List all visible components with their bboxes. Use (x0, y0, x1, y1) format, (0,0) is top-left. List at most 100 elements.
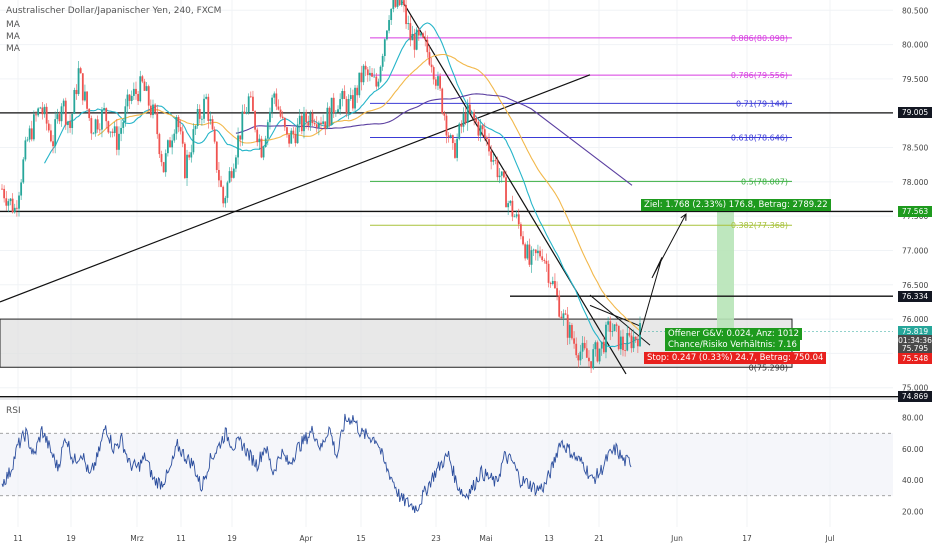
price-tag: 79.005 (898, 107, 932, 119)
candle-body (626, 333, 629, 351)
price-tag: 75.548 (898, 352, 932, 364)
candle-body (362, 65, 365, 83)
open-pnl-box[interactable]: Offener G&V: 0.024, Anz: 1012 (665, 328, 803, 340)
candle-body (126, 94, 129, 107)
candle-body (466, 104, 469, 123)
candle-body (607, 321, 609, 325)
candle-body (562, 313, 565, 319)
candle-body (566, 314, 569, 338)
candle-body (252, 96, 254, 112)
candle-body (28, 128, 31, 140)
candle-body (188, 154, 191, 158)
x-tick-label: 15 (356, 534, 366, 543)
candle-body (22, 159, 25, 183)
candle-body (437, 76, 439, 86)
candle-body (317, 122, 320, 128)
candle-body (260, 138, 263, 158)
target-box[interactable]: Ziel: 1.768 (2.33%) 176.8, Betrag: 2789.… (641, 199, 831, 211)
candle-body (152, 104, 154, 116)
target-zone-bar (717, 211, 734, 331)
candle-body (352, 95, 354, 109)
fib-label: 0.5(78.007) (741, 177, 788, 186)
candle-body (160, 154, 163, 163)
fib-label: 0.618(78.646) (731, 134, 788, 143)
candle-body (568, 325, 571, 338)
candle-body (294, 133, 297, 144)
candle-body (481, 125, 484, 130)
candle-body (143, 81, 146, 91)
candle-body (190, 152, 193, 158)
falling-trendline (402, 1, 627, 375)
candle-body (90, 118, 93, 134)
x-tick-label: 23 (431, 534, 441, 543)
ma-legend-1[interactable]: MA (6, 20, 20, 30)
candle-body (281, 116, 284, 118)
rsi-band (0, 433, 893, 496)
horizontal-levels[interactable] (0, 112, 932, 398)
candle-body (179, 127, 182, 132)
candle-body (162, 162, 165, 173)
candle-body (103, 108, 105, 110)
fibonacci-levels[interactable]: 0.886(80.098) 0.786(79.556) 0.71(79.144) 0.… (370, 34, 792, 372)
candle-body (551, 281, 554, 284)
ma-legend-2[interactable]: MA (6, 32, 20, 42)
stop-box[interactable]: Stop: 0.247 (0.33%) 24.7, Betrag: 750.04 (644, 352, 827, 364)
candle-body (113, 126, 116, 133)
candle-body (166, 140, 169, 154)
candle-body (181, 131, 184, 144)
candle-body (460, 123, 463, 127)
candle-body (47, 123, 50, 131)
candle-body (456, 138, 459, 158)
candle-body (135, 88, 137, 94)
y-tick-label: 78.500 (902, 144, 928, 153)
candle-body (45, 106, 48, 124)
candle-body (26, 139, 29, 141)
candle-body (288, 134, 290, 144)
candle-body (156, 112, 159, 135)
candle-body (430, 64, 433, 68)
candle-body (239, 135, 242, 140)
candle-body (609, 321, 612, 332)
candle-body (322, 121, 325, 125)
fib-label: 0.382(77.368) (731, 221, 788, 230)
candle-body (369, 72, 371, 76)
candle-body (75, 89, 78, 95)
support-zone[interactable] (0, 211, 793, 368)
candle-body (434, 79, 437, 86)
candle-body (490, 151, 493, 162)
candle-body (241, 111, 244, 140)
candle-body (56, 114, 59, 120)
candle-body (50, 130, 52, 142)
candle-body (517, 214, 520, 225)
candle-body (409, 23, 412, 41)
candle-body (547, 263, 550, 283)
candle-body (120, 127, 122, 134)
candle-body (164, 153, 167, 173)
ma-legend-3[interactable]: MA (6, 44, 20, 54)
candle-body (528, 244, 531, 265)
risk-reward-box[interactable]: Chance/Risiko Verhältnis: 7.16 (665, 339, 800, 351)
candle-body (130, 95, 133, 101)
projection-arrows[interactable] (639, 214, 686, 336)
candle-body (198, 108, 201, 119)
candle-body (88, 108, 91, 119)
candle-body (226, 182, 229, 198)
candle-body (447, 135, 450, 138)
candle-body (564, 313, 567, 315)
candle-body (275, 93, 278, 107)
candle-body (13, 207, 16, 213)
rsi-tick-label: 40.00 (902, 476, 924, 485)
y-tick-label: 78.000 (902, 178, 928, 187)
candle-body (209, 119, 212, 121)
candle-body (30, 128, 33, 140)
candle-body (149, 105, 152, 116)
trend-lines[interactable] (0, 1, 651, 375)
candle-body (462, 113, 465, 127)
candle-body (428, 52, 431, 65)
candle-body (334, 112, 337, 113)
candle-body (292, 130, 295, 134)
candle-body (1, 188, 3, 190)
candle-body (196, 108, 199, 127)
candle-body (413, 33, 416, 50)
